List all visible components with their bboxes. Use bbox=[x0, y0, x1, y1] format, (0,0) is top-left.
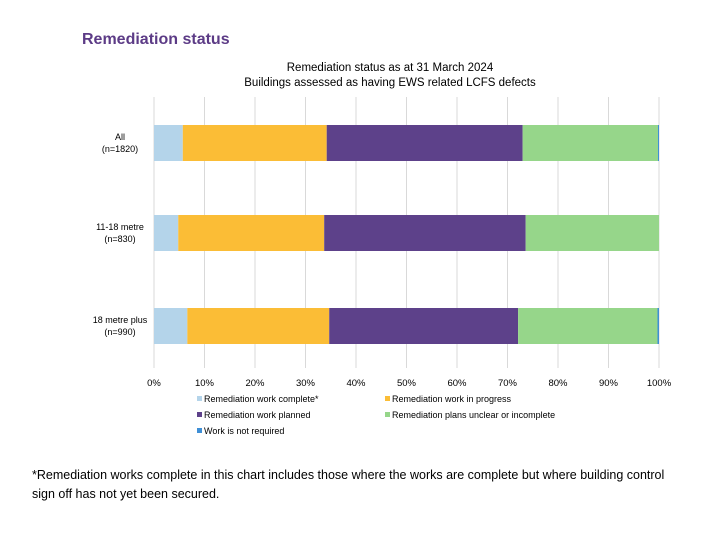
x-tick-label: 80% bbox=[548, 378, 568, 389]
category-label: (n=1820) bbox=[102, 144, 138, 154]
x-tick-label: 10% bbox=[195, 378, 215, 389]
bar-segment bbox=[182, 125, 327, 161]
legend-label: Remediation work planned bbox=[204, 410, 311, 420]
category-label: (n=830) bbox=[104, 234, 135, 244]
x-tick-label: 50% bbox=[397, 378, 417, 389]
chart-footnote: *Remediation works complete in this char… bbox=[32, 466, 672, 504]
legend-label: Remediation work complete* bbox=[204, 394, 319, 404]
x-tick-label: 0% bbox=[147, 378, 161, 389]
section-heading: Remediation status bbox=[82, 31, 230, 48]
x-tick-label: 90% bbox=[599, 378, 619, 389]
bar-segment bbox=[154, 308, 188, 344]
category-label: All bbox=[115, 132, 125, 142]
bar-segment bbox=[187, 308, 330, 344]
legend-label: Remediation work in progress bbox=[392, 394, 512, 404]
legend-label: Remediation plans unclear or incomplete bbox=[392, 410, 555, 420]
bar-segment bbox=[329, 308, 519, 344]
x-tick-label: 20% bbox=[245, 378, 265, 389]
chart-title-line-2: Buildings assessed as having EWS related… bbox=[244, 77, 536, 89]
bar-segment bbox=[154, 215, 179, 251]
bar-segment bbox=[518, 308, 658, 344]
x-tick-label: 60% bbox=[447, 378, 467, 389]
category-label: 11-18 metre bbox=[96, 222, 144, 232]
legend-swatch bbox=[197, 396, 202, 401]
legend-label: Work is not required bbox=[204, 426, 284, 436]
x-tick-label: 70% bbox=[498, 378, 518, 389]
category-label: 18 metre plus bbox=[93, 315, 148, 325]
legend-swatch bbox=[197, 428, 202, 433]
bar-segment bbox=[326, 125, 523, 161]
chart-title-line-1: Remediation status as at 31 March 2024 bbox=[287, 62, 494, 74]
footnote-text: Remediation works complete in this chart… bbox=[32, 468, 665, 501]
bar-segment bbox=[525, 215, 659, 251]
bar-segment bbox=[657, 125, 659, 161]
legend-swatch bbox=[197, 412, 202, 417]
legend-swatch bbox=[385, 412, 390, 417]
bar-segment bbox=[657, 308, 659, 344]
x-tick-label: 100% bbox=[647, 378, 672, 389]
legend-swatch bbox=[385, 396, 390, 401]
category-label: (n=990) bbox=[104, 327, 135, 337]
remediation-status-chart: Remediation status as at 31 March 2024 Bu… bbox=[93, 62, 672, 436]
bar-segment bbox=[324, 215, 526, 251]
footnote-marker: * bbox=[32, 468, 37, 482]
bar-segment bbox=[154, 125, 183, 161]
x-tick-label: 30% bbox=[296, 378, 316, 389]
bar-segment bbox=[178, 215, 325, 251]
x-tick-label: 40% bbox=[346, 378, 366, 389]
bar-segment bbox=[522, 125, 658, 161]
